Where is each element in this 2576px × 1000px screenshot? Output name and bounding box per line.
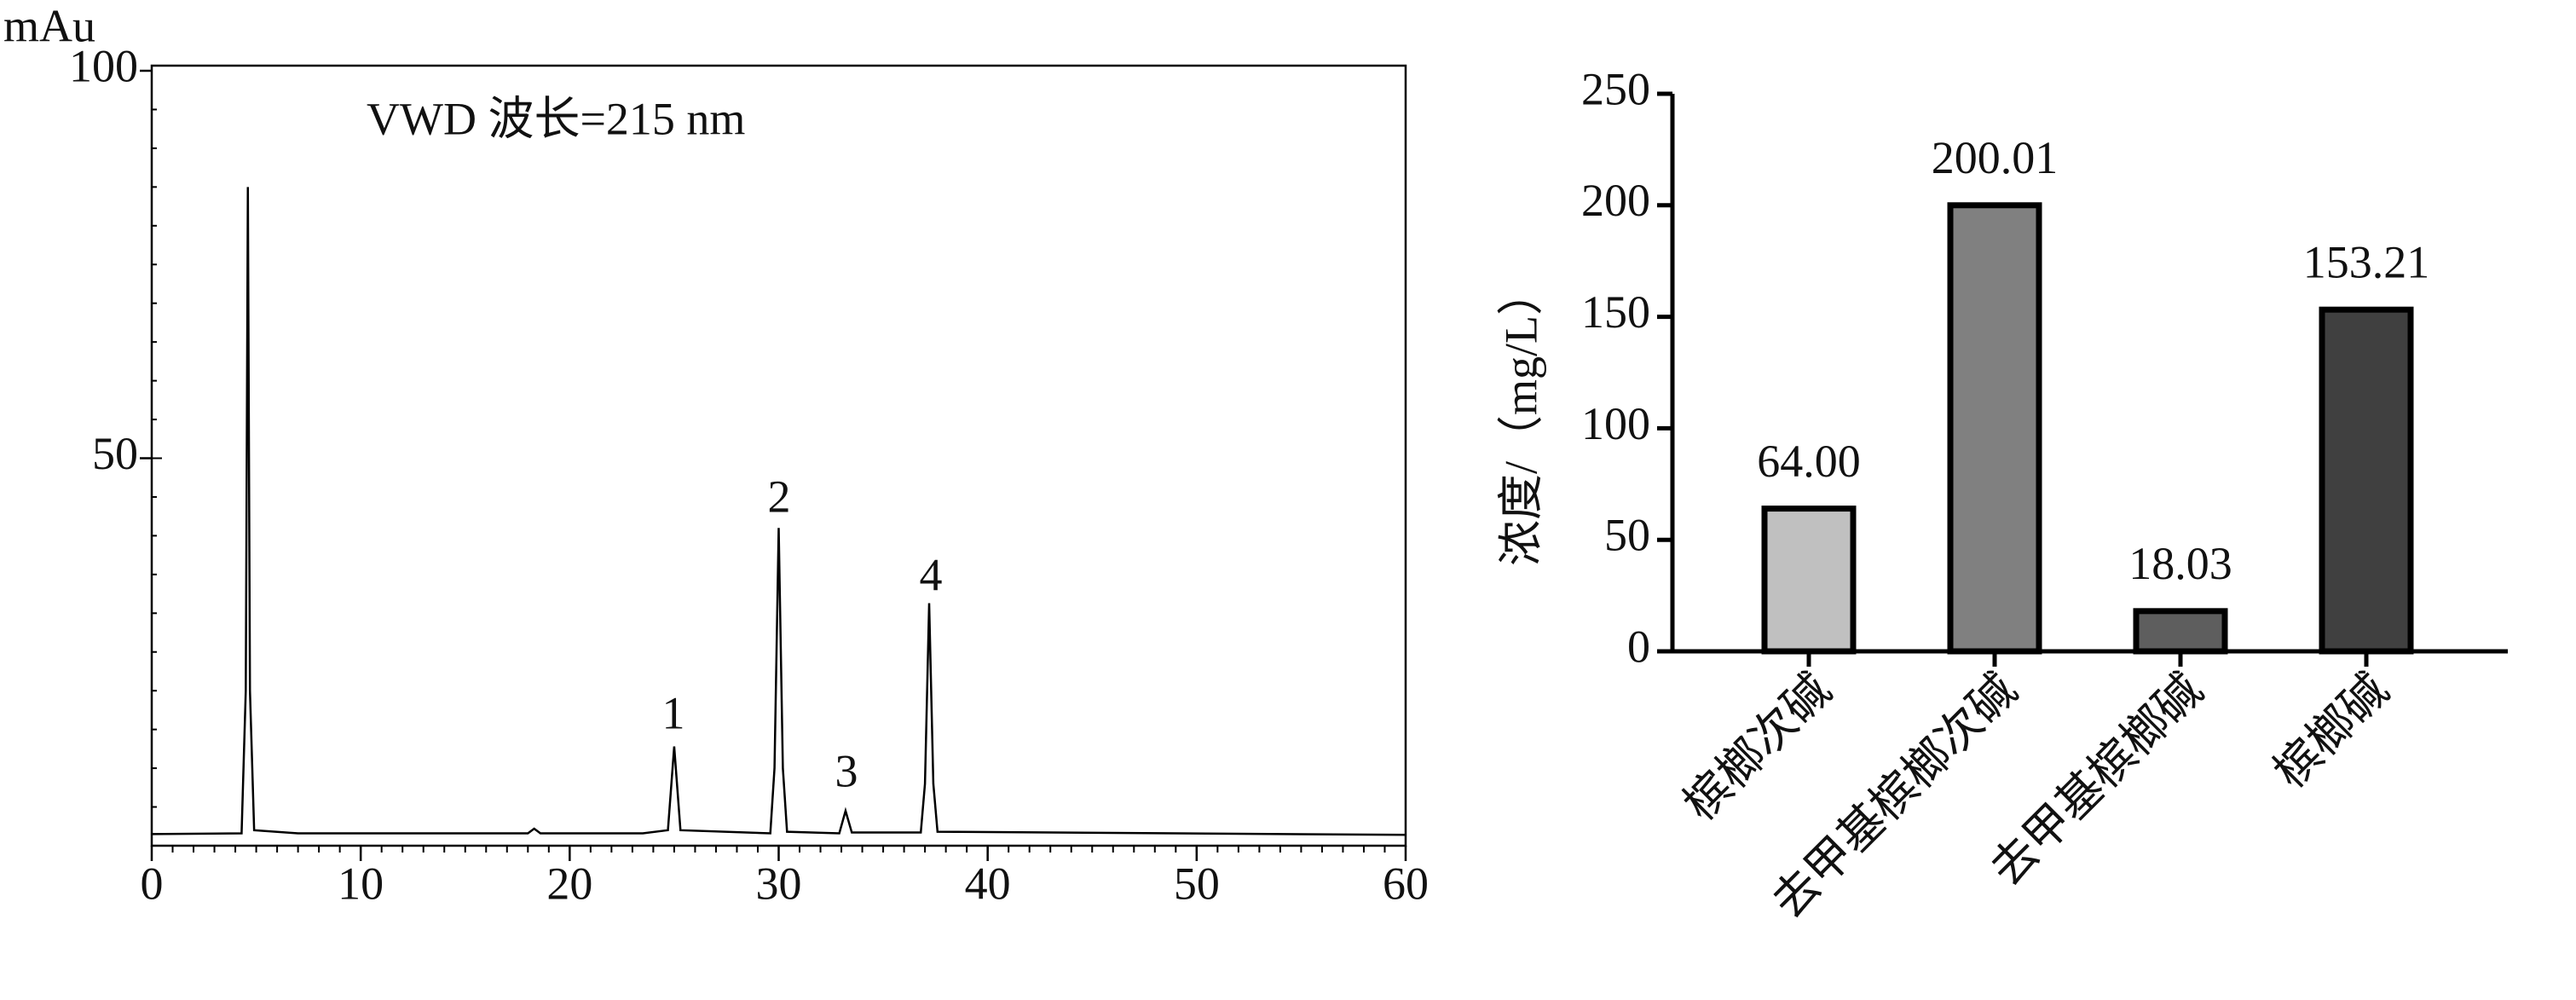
y-tick-label: 100: [69, 40, 138, 91]
x-tick-label: 30: [756, 858, 802, 909]
x-tick-label: 0: [141, 858, 164, 909]
value-label: 18.03: [2128, 538, 2232, 589]
y-axis-label: mAu: [3, 0, 95, 51]
y-tick-label: 150: [1581, 286, 1650, 338]
chromatogram-line: [151, 187, 1406, 836]
x-tick-label: 槟榔碱: [2264, 664, 2398, 798]
value-label: 200.01: [1932, 132, 2059, 183]
x-tick-label: 50: [1174, 858, 1220, 909]
y-tick-label: 250: [1581, 63, 1650, 114]
y-tick-label: 100: [1581, 398, 1650, 449]
y-tick-label: 200: [1581, 175, 1650, 226]
x-tick-label: 20: [546, 858, 592, 909]
annotation: VWD 波长=215 nm: [367, 93, 745, 144]
bar: [2133, 608, 2228, 655]
peak-label: 1: [662, 687, 685, 738]
y-tick-label: 50: [1604, 510, 1650, 561]
peak-label: 4: [920, 549, 943, 600]
plot-frame: [150, 64, 1407, 847]
value-label: 153.21: [2303, 237, 2430, 288]
bar: [1761, 506, 1857, 655]
x-tick-label: 40: [965, 858, 1011, 909]
bar: [2319, 306, 2414, 655]
value-label: 64.00: [1757, 436, 1861, 487]
y-tick-label: 50: [92, 428, 138, 479]
x-tick-label: 10: [338, 858, 384, 909]
bar: [1947, 202, 2042, 655]
x-tick-label: 槟榔次碱: [1674, 664, 1840, 830]
y-axis-label: 浓度/（mg/L）: [1495, 269, 1546, 566]
y-tick-label: 0: [1627, 621, 1650, 672]
x-tick-label: 60: [1383, 858, 1429, 909]
peak-label: 2: [768, 471, 791, 522]
peak-label: 3: [835, 745, 858, 796]
